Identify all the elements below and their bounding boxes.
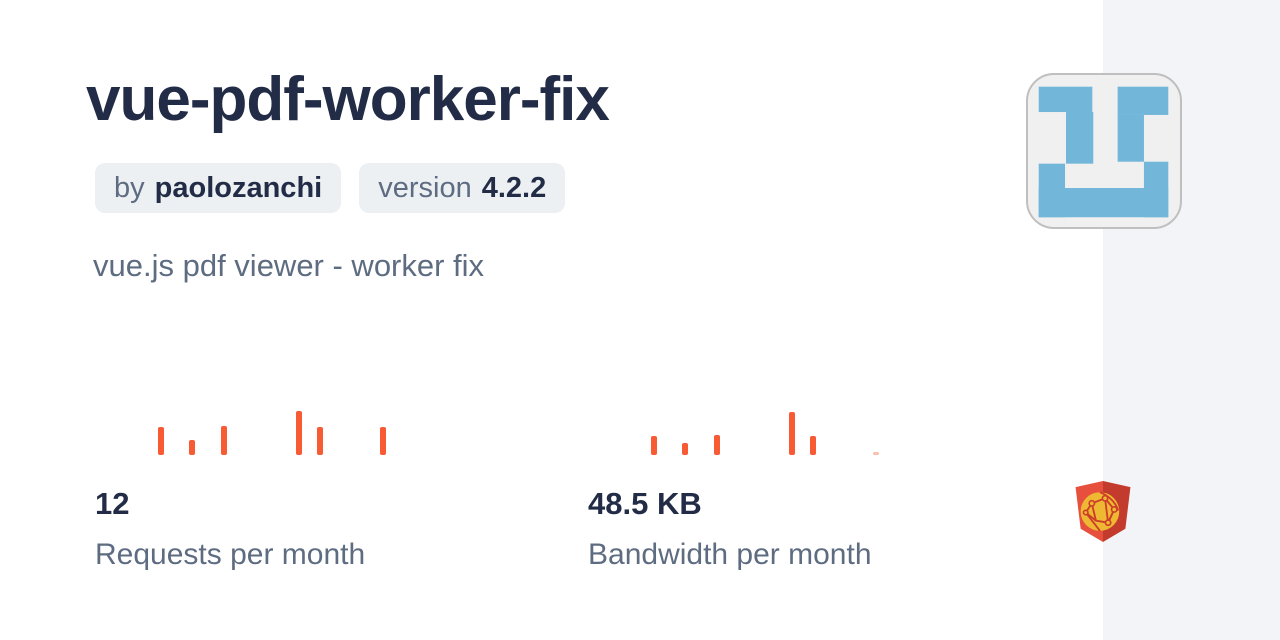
requests-label: Requests per month bbox=[95, 538, 366, 571]
package-title: vue-pdf-worker-fix bbox=[86, 65, 610, 134]
bandwidth-value: 48.5 KB bbox=[588, 486, 702, 521]
spark-bar bbox=[810, 436, 816, 455]
package-description: vue.js pdf viewer - worker fix bbox=[93, 248, 485, 283]
requests-value: 12 bbox=[95, 486, 130, 521]
jsdelivr-logo bbox=[1026, 73, 1182, 229]
author-avatar bbox=[1073, 480, 1133, 543]
jsdelivr-logo-glyph bbox=[1038, 86, 1169, 218]
author-badge-name: paolozanchi bbox=[154, 171, 323, 204]
author-badge: by paolozanchi bbox=[95, 163, 342, 213]
spark-bar bbox=[789, 412, 795, 455]
spark-bar bbox=[873, 452, 879, 455]
stat-requests: 12 Requests per month bbox=[95, 405, 435, 570]
spark-bar bbox=[682, 443, 688, 455]
author-badge-prefix: by bbox=[114, 171, 145, 204]
spark-bar bbox=[189, 440, 195, 455]
badge-row: by paolozanchi version 4.2.2 bbox=[95, 163, 566, 213]
spark-bar bbox=[651, 436, 657, 455]
bandwidth-sparkline-chart bbox=[588, 405, 898, 455]
spark-bar bbox=[158, 427, 164, 455]
stat-bandwidth: 48.5 KB Bandwidth per month bbox=[588, 405, 928, 570]
shield-globe-icon bbox=[1075, 481, 1131, 542]
spark-bar bbox=[380, 427, 386, 455]
spark-bar bbox=[221, 426, 227, 455]
version-badge-value: 4.2.2 bbox=[481, 171, 547, 204]
version-badge-prefix: version bbox=[378, 171, 472, 204]
bandwidth-label: Bandwidth per month bbox=[588, 538, 872, 571]
version-badge: version 4.2.2 bbox=[359, 163, 566, 213]
requests-sparkline-chart bbox=[95, 405, 405, 455]
spark-bar bbox=[296, 411, 302, 455]
spark-bar bbox=[317, 427, 323, 455]
spark-bar bbox=[714, 435, 720, 455]
